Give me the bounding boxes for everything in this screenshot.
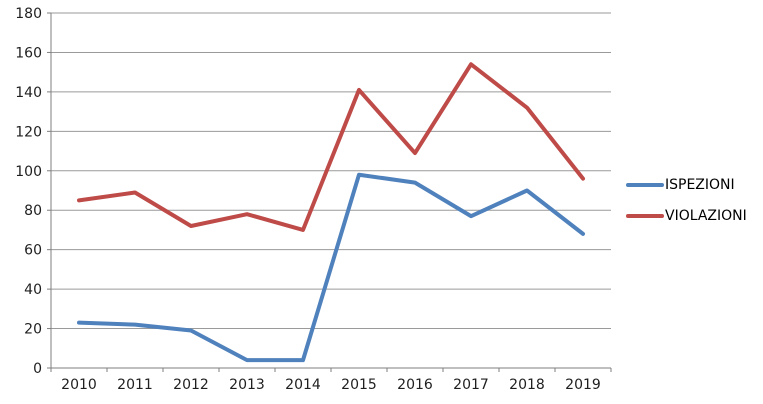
- legend: ISPEZIONI VIOLAZIONI: [626, 174, 747, 226]
- x-tick-label: 2012: [173, 377, 209, 393]
- x-tick-label: 2017: [453, 377, 489, 393]
- x-tick-label: 2014: [285, 377, 321, 393]
- legend-line-swatch: [626, 182, 664, 187]
- y-tick-label: 100: [15, 164, 42, 180]
- x-tick-label: 2015: [341, 377, 377, 393]
- x-tick-label: 2019: [565, 377, 601, 393]
- y-tick-label: 0: [33, 361, 42, 377]
- series-line-violazioni: [77, 62, 585, 232]
- x-tick-label: 2013: [229, 377, 265, 393]
- x-tick-label: 2018: [509, 377, 545, 393]
- series-line-ispezioni: [77, 172, 585, 363]
- legend-item-violazioni: VIOLAZIONI: [626, 205, 747, 226]
- x-tick-label: 2011: [117, 377, 153, 393]
- x-tick-label: 2010: [61, 377, 97, 393]
- y-tick-label: 180: [15, 6, 42, 22]
- legend-label: VIOLAZIONI: [665, 207, 747, 224]
- legend-item-ispezioni: ISPEZIONI: [626, 174, 747, 195]
- y-tick-label: 20: [24, 322, 42, 338]
- legend-label: ISPEZIONI: [665, 176, 735, 193]
- y-tick-label: 80: [24, 203, 42, 219]
- y-tick-label: 60: [24, 243, 42, 259]
- y-tick-label: 120: [15, 124, 42, 140]
- y-tick-label: 40: [24, 282, 42, 298]
- y-tick-label: 160: [15, 45, 42, 61]
- legend-line-swatch: [626, 213, 664, 218]
- y-tick-label: 140: [15, 85, 42, 101]
- x-tick-label: 2016: [397, 377, 433, 393]
